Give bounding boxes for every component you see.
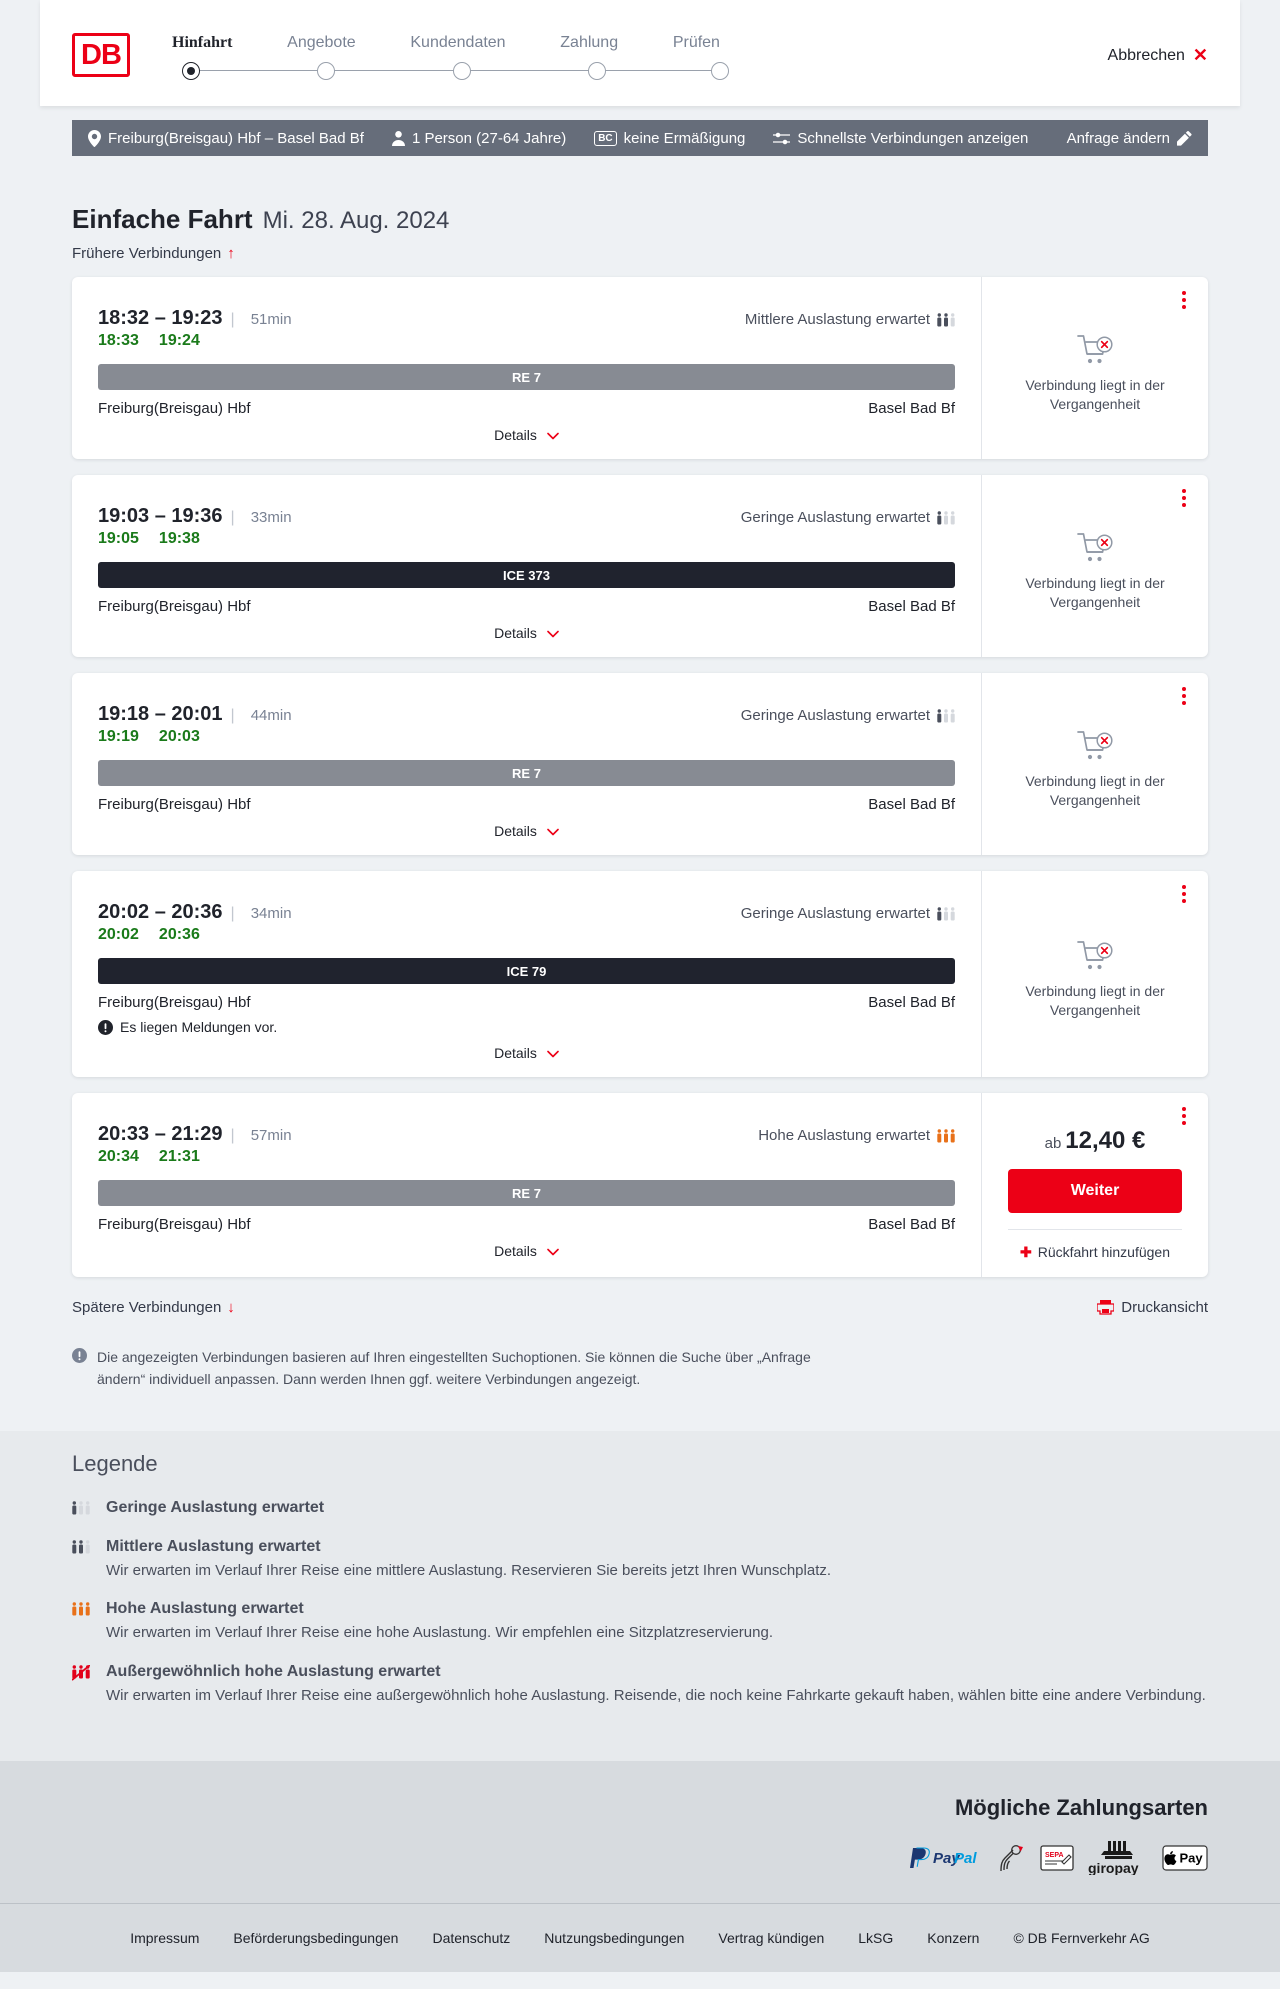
svg-text:Pay: Pay <box>1180 1851 1204 1866</box>
svg-text:SEPA: SEPA <box>1045 1852 1064 1859</box>
svg-text:giropay: giropay <box>1088 1860 1139 1875</box>
svg-text:Pal: Pal <box>954 1850 977 1867</box>
